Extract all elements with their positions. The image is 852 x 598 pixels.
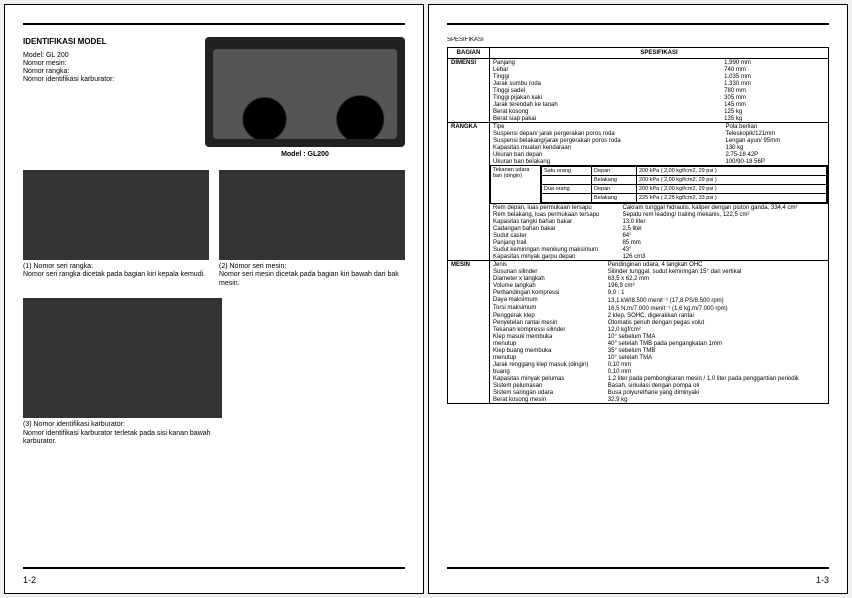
page-left: IDENTIFIKASI MODEL Model: GL 200 Nomor m… [4, 4, 424, 594]
section-title: IDENTIFIKASI MODEL [23, 37, 158, 46]
c2-desc: Nomor seri mesin dicetak pada bagian kir… [219, 271, 399, 286]
c1-title: (1) Nomor seri rangka: [23, 263, 93, 270]
id-block: IDENTIFIKASI MODEL Model: GL 200 Nomor m… [23, 37, 158, 84]
c3-desc: Nomor identifikasi karburator terletak p… [23, 430, 211, 445]
th-spec: SPESIFIKASI [490, 48, 829, 59]
right-title: SPESIFIKASI [447, 37, 829, 43]
c3-title: (3) Nomor identifikasi karburator: [23, 421, 125, 428]
page-number: 1-3 [816, 575, 829, 585]
photo-cell-1: (1) Nomor seri rangka:Nomor seri rangka … [23, 170, 209, 288]
hero-block: Model : GL200 [205, 37, 405, 158]
engine-number-photo [219, 170, 405, 260]
page-number: 1-2 [23, 575, 36, 585]
c1-desc: Nomor seri rangka dicetak pada bagian ki… [23, 271, 205, 278]
c2-title: (2) Nomor seri mesin: [219, 263, 286, 270]
left-content: IDENTIFIKASI MODEL Model: GL 200 Nomor m… [23, 37, 405, 567]
frame-no-label: Nomor rangka: [23, 68, 158, 75]
th-bagian: BAGIAN [448, 48, 490, 59]
page-right: SPESIFIKASI BAGIANSPESIFIKASI DIMENSI Pa… [428, 4, 848, 594]
photo-row: (1) Nomor seri rangka:Nomor seri rangka … [23, 170, 405, 288]
spec-table: BAGIANSPESIFIKASI DIMENSI Panjang1.990 m… [447, 47, 829, 404]
right-content: SPESIFIKASI BAGIANSPESIFIKASI DIMENSI Pa… [447, 37, 829, 567]
motorcycle-image [205, 37, 405, 147]
model-line: Model: GL 200 [23, 52, 158, 59]
frame-number-photo [23, 170, 209, 260]
photo-row-2: (3) Nomor identifikasi karburator: Nomor … [23, 298, 405, 446]
photo-cell-2: (2) Nomor seri mesin:Nomor seri mesin di… [219, 170, 405, 288]
photo-cell-3: (3) Nomor identifikasi karburator: Nomor … [23, 298, 222, 446]
engine-no-label: Nomor mesin: [23, 60, 158, 67]
carburator-id-photo [23, 298, 222, 418]
carb-id-label: Nomor identifikasi karburator: [23, 76, 158, 83]
hero-caption: Model : GL200 [205, 151, 405, 158]
